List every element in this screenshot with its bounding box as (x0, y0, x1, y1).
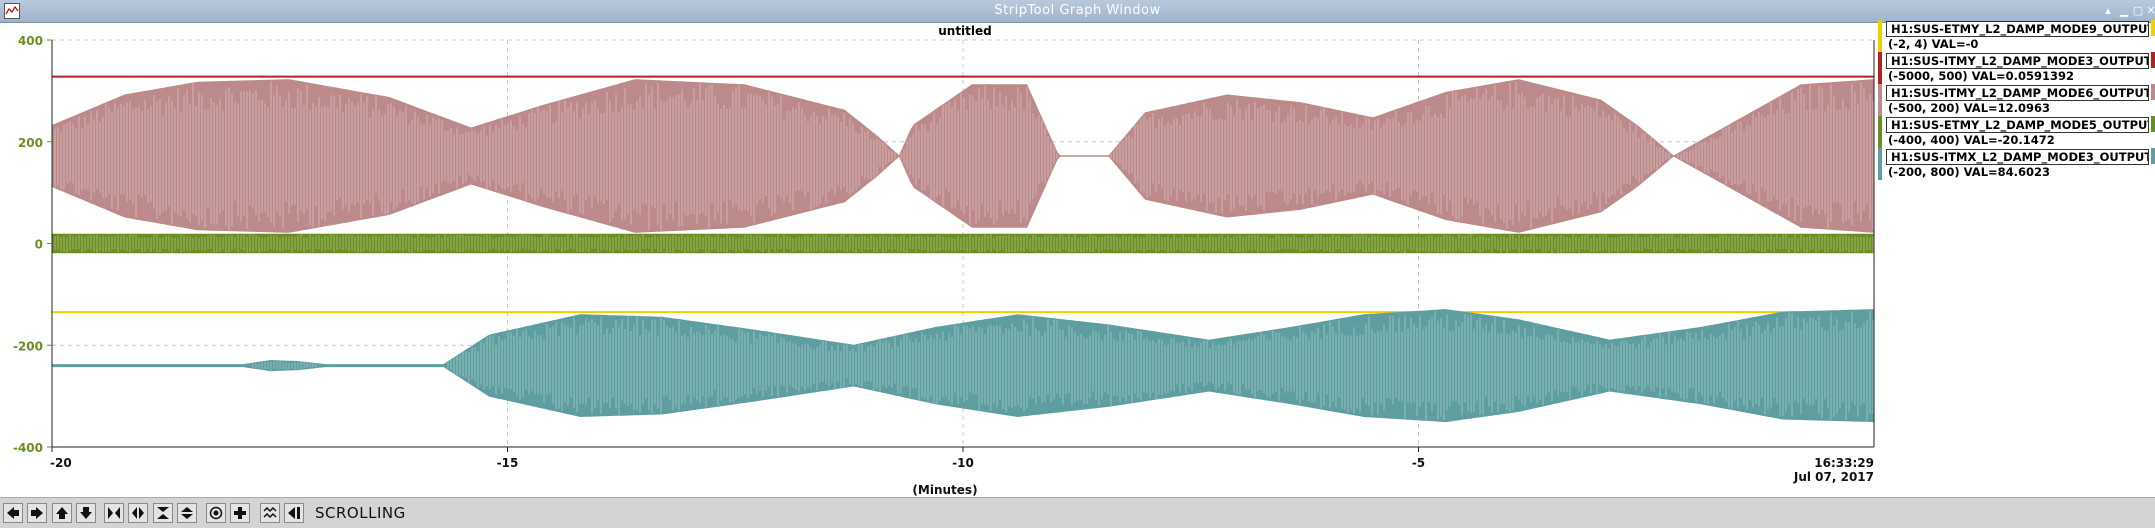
toggle-grid-icon[interactable] (260, 503, 280, 523)
zoom-out-x-icon[interactable] (128, 503, 148, 523)
legend-swatch (1878, 116, 1882, 148)
y-tick-label: 400 (18, 34, 43, 48)
legend-swatch (1878, 52, 1882, 84)
series-texture-4 (252, 310, 1874, 421)
x-tick-label: -15 (497, 456, 519, 470)
auto-scale-icon[interactable] (206, 503, 226, 523)
up-icon[interactable]: ▴ (2105, 4, 2111, 17)
legend-swatch (1878, 148, 1882, 180)
end-date-label: Jul 07, 2017 (1793, 470, 1874, 484)
mode-label: SCROLLING (315, 504, 406, 522)
legend-range-value: (-400, 400) VAL=-20.1472 (1888, 133, 2055, 147)
y-tick-label: 0 (35, 238, 43, 252)
legend-swatch (1878, 20, 1882, 52)
legend-item[interactable]: H1:SUS-ITMX_L2_DAMP_MODE3_OUTPUT (-200, 8… (1878, 148, 2155, 180)
plot-title: untitled (938, 24, 992, 38)
pan-left-icon[interactable] (3, 503, 23, 523)
pan-right-icon[interactable] (27, 503, 47, 523)
legend-item[interactable]: H1:SUS-ETMY_L2_DAMP_MODE5_OUTPUT (-400, 4… (1878, 116, 2155, 148)
close-icon[interactable]: ✕ (2146, 4, 2155, 17)
window-title: StripTool Graph Window (994, 3, 1161, 18)
legend-series-name: H1:SUS-ETMY_L2_DAMP_MODE5_OUTPUT (1886, 117, 2149, 133)
y-tick-label: 200 (18, 136, 43, 150)
y-tick-label: -400 (13, 441, 43, 455)
legend-range-value: (-200, 800) VAL=84.6023 (1888, 165, 2051, 179)
zoom-in-x-icon[interactable] (104, 503, 124, 523)
legend-swatch (1878, 84, 1882, 116)
legend-series-name: H1:SUS-ITMY_L2_DAMP_MODE6_OUTPUT (1886, 85, 2149, 101)
minimize-icon[interactable]: ▁ (2119, 4, 2129, 17)
x-tick-label: -10 (952, 456, 974, 470)
x-tick-label: -5 (1412, 456, 1425, 470)
legend-swatch-right (2151, 84, 2155, 100)
x-axis-label: (Minutes) (912, 483, 977, 497)
legend-series-name: H1:SUS-ITMX_L2_DAMP_MODE3_OUTPUT (1886, 149, 2149, 165)
y-tick-label: -200 (13, 339, 43, 353)
legend-range-value: (-5000, 500) VAL=0.0591392 (1888, 69, 2075, 83)
legend: H1:SUS-ETMY_L2_DAMP_MODE9_OUTPUT (-2, 4) … (1878, 20, 2155, 180)
x-tick-label: -20 (50, 456, 72, 470)
pan-down-icon[interactable] (76, 503, 96, 523)
legend-series-name: H1:SUS-ITMY_L2_DAMP_MODE3_OUTPUT (1886, 53, 2149, 69)
legend-swatch-right (2151, 148, 2155, 164)
refresh-icon[interactable] (284, 503, 304, 523)
legend-series-name: H1:SUS-ETMY_L2_DAMP_MODE9_OUTPUT (1886, 21, 2149, 37)
legend-swatch-right (2151, 116, 2155, 132)
legend-swatch-right (2151, 52, 2155, 68)
reset-icon[interactable] (230, 503, 250, 523)
legend-swatch-right (2151, 20, 2155, 36)
zoom-out-y-icon[interactable] (177, 503, 197, 523)
app-icon (4, 3, 20, 19)
legend-range-value: (-500, 200) VAL=12.0963 (1888, 101, 2051, 115)
legend-item[interactable]: H1:SUS-ITMY_L2_DAMP_MODE3_OUTPUT (-5000, … (1878, 52, 2155, 84)
window-titlebar: StripTool Graph Window ▴ ▁ ▢ ✕ (0, 0, 2155, 23)
end-time-label: 16:33:29 (1814, 456, 1874, 470)
zoom-in-y-icon[interactable] (153, 503, 173, 523)
maximize-icon[interactable]: ▢ (2132, 4, 2144, 17)
toolbar: SCROLLING (0, 497, 2155, 528)
legend-item[interactable]: H1:SUS-ITMY_L2_DAMP_MODE6_OUTPUT (-500, 2… (1878, 84, 2155, 116)
legend-range-value: (-2, 4) VAL=-0 (1888, 37, 1979, 51)
pan-up-icon[interactable] (52, 503, 72, 523)
legend-item[interactable]: H1:SUS-ETMY_L2_DAMP_MODE9_OUTPUT (-2, 4) … (1878, 20, 2155, 52)
